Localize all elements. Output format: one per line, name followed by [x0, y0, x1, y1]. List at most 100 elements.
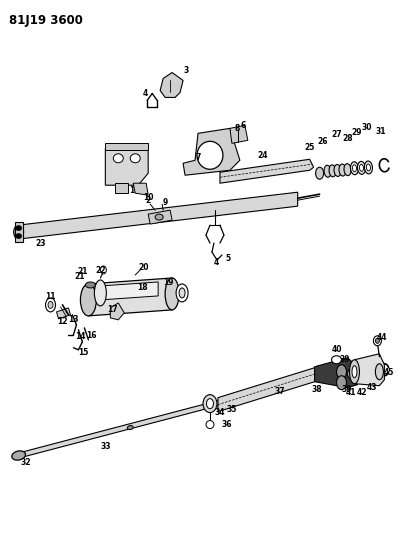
Text: 29: 29 [350, 128, 361, 137]
Polygon shape [88, 278, 175, 316]
Ellipse shape [12, 451, 26, 460]
Ellipse shape [375, 364, 382, 379]
Text: 20: 20 [138, 263, 148, 272]
Text: 18: 18 [136, 284, 147, 293]
Text: 45: 45 [383, 368, 394, 377]
Ellipse shape [336, 365, 345, 379]
Ellipse shape [196, 141, 222, 169]
Ellipse shape [179, 288, 185, 298]
Text: 22: 22 [95, 266, 105, 276]
Text: 2: 2 [145, 196, 150, 205]
Ellipse shape [347, 369, 355, 379]
Ellipse shape [333, 165, 340, 176]
Ellipse shape [375, 338, 378, 343]
Text: 37: 37 [274, 387, 284, 396]
Ellipse shape [350, 162, 358, 175]
Text: 16: 16 [86, 332, 96, 340]
Ellipse shape [364, 161, 371, 174]
Text: 1: 1 [129, 185, 134, 195]
Ellipse shape [45, 298, 55, 312]
Text: 31: 31 [374, 127, 385, 136]
Ellipse shape [165, 278, 179, 310]
Text: 9: 9 [162, 198, 167, 207]
Ellipse shape [206, 399, 213, 409]
Text: 26: 26 [317, 137, 327, 146]
Text: 33: 33 [100, 442, 110, 451]
Text: 25: 25 [304, 143, 314, 152]
Polygon shape [22, 400, 220, 457]
Polygon shape [314, 358, 356, 387]
Ellipse shape [328, 165, 335, 177]
Ellipse shape [113, 154, 123, 163]
Text: 6: 6 [240, 121, 245, 130]
Text: 13: 13 [68, 316, 79, 325]
Text: 12: 12 [57, 317, 68, 326]
Ellipse shape [366, 164, 369, 171]
Text: 28: 28 [341, 134, 352, 143]
Text: 17: 17 [107, 305, 117, 314]
Ellipse shape [16, 233, 21, 239]
Text: 27: 27 [330, 130, 341, 139]
Ellipse shape [351, 366, 356, 378]
Text: 3: 3 [183, 66, 188, 75]
Ellipse shape [373, 336, 380, 346]
Ellipse shape [358, 164, 362, 171]
Text: 11: 11 [45, 293, 55, 302]
Text: 23: 23 [35, 239, 46, 247]
Polygon shape [183, 128, 239, 175]
Text: 40: 40 [330, 345, 341, 354]
Text: 4: 4 [213, 257, 218, 266]
Polygon shape [148, 210, 172, 224]
Text: 21: 21 [77, 268, 87, 277]
Ellipse shape [80, 284, 96, 316]
Polygon shape [100, 282, 158, 300]
Polygon shape [160, 72, 183, 98]
Polygon shape [115, 183, 128, 193]
Polygon shape [19, 192, 297, 239]
Text: 36: 36 [221, 420, 232, 429]
Text: 21: 21 [74, 272, 85, 281]
Text: 38: 38 [311, 385, 321, 394]
Polygon shape [217, 368, 317, 411]
Ellipse shape [16, 225, 21, 231]
Ellipse shape [176, 284, 188, 302]
Text: 43: 43 [366, 383, 377, 392]
Ellipse shape [349, 360, 358, 384]
Text: 10: 10 [143, 193, 153, 201]
Polygon shape [354, 354, 384, 386]
Text: 7: 7 [195, 153, 200, 162]
Ellipse shape [155, 214, 163, 220]
Polygon shape [105, 143, 148, 150]
Text: 34: 34 [214, 408, 225, 417]
Ellipse shape [343, 164, 350, 175]
Ellipse shape [336, 376, 345, 390]
Ellipse shape [94, 280, 106, 306]
Ellipse shape [205, 421, 213, 429]
Ellipse shape [331, 356, 341, 364]
Ellipse shape [338, 164, 345, 176]
Ellipse shape [48, 301, 53, 309]
Ellipse shape [315, 167, 323, 179]
Text: 44: 44 [376, 333, 387, 342]
Text: 81J19 3600: 81J19 3600 [9, 14, 82, 27]
Ellipse shape [14, 225, 23, 239]
Polygon shape [110, 303, 124, 320]
Text: 15: 15 [78, 348, 88, 357]
Polygon shape [133, 183, 148, 195]
Ellipse shape [130, 154, 140, 163]
Polygon shape [15, 222, 23, 242]
Text: 32: 32 [20, 458, 31, 467]
Ellipse shape [127, 425, 133, 430]
Text: 19: 19 [162, 278, 173, 287]
Polygon shape [220, 159, 313, 183]
Text: 24: 24 [257, 151, 267, 160]
Text: 42: 42 [355, 388, 366, 397]
Ellipse shape [323, 165, 330, 177]
Ellipse shape [352, 165, 356, 172]
Polygon shape [229, 125, 247, 143]
Text: 4: 4 [142, 89, 147, 98]
Ellipse shape [356, 161, 364, 174]
Ellipse shape [202, 394, 216, 413]
Text: 39: 39 [341, 385, 351, 394]
Text: 5: 5 [225, 254, 230, 263]
